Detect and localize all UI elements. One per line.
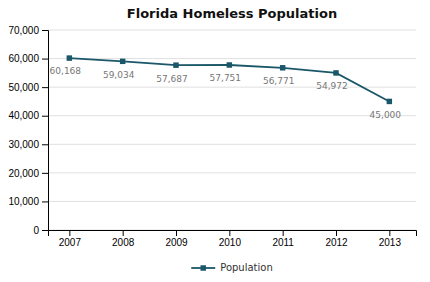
- x-axis-line: [49, 231, 417, 237]
- x-tick-label: 2009: [165, 237, 188, 248]
- marker: [120, 59, 125, 64]
- y-tick-mark: [42, 230, 48, 231]
- x-tick-mark: [123, 230, 124, 236]
- x-tick: 2012: [325, 230, 348, 248]
- data-label: 57,751: [210, 73, 242, 83]
- y-tick-label: 60,000: [8, 53, 39, 64]
- x-tick-mark: [176, 230, 177, 236]
- x-tick-label: 2010: [219, 237, 242, 248]
- data-labels: 60,168 59,034 57,687 57,751 56,771 54,972 45,0…: [50, 66, 402, 119]
- y-tick-label: 0: [33, 225, 39, 236]
- y-tick-label: 10,000: [8, 196, 39, 207]
- y-tick-label: 70,000: [8, 25, 39, 36]
- grid-line: [48, 144, 416, 145]
- grid-line: [48, 30, 416, 31]
- y-axis-line: [42, 31, 49, 231]
- y-tick-mark: [42, 201, 48, 202]
- marker: [280, 65, 285, 70]
- y-axis: 0 10,000 20,000 30,000 40,000 50,000 60,000 70,…: [8, 25, 48, 236]
- x-tick-label: 2013: [379, 237, 402, 248]
- x-tick-mark: [283, 230, 284, 236]
- y-tick: 10,000: [8, 196, 48, 207]
- x-tick: 2011: [272, 230, 294, 248]
- grid: [48, 30, 416, 230]
- title: Florida Homeless Population: [127, 6, 337, 21]
- y-tick: 0: [33, 225, 48, 236]
- y-tick-label: 40,000: [8, 110, 39, 121]
- y-tick-mark: [42, 87, 48, 88]
- x-tick-label: 2008: [112, 237, 135, 248]
- y-tick-mark: [42, 59, 48, 60]
- line: [69, 58, 389, 101]
- grid-line: [48, 201, 416, 202]
- y-tick-label: 30,000: [8, 139, 39, 150]
- grid-line: [48, 115, 416, 116]
- plot-area: [67, 55, 392, 104]
- chart: 0 10,000 20,000 30,000 40,000 50,000 60,000 70,…: [0, 0, 430, 282]
- y-tick-mark: [42, 116, 48, 117]
- marker: [387, 99, 392, 104]
- x-axis: 2007 2008 2009 2010 2011 2012 2013: [49, 230, 417, 248]
- x-tick: 2013: [379, 230, 402, 248]
- data-label: 60,168: [50, 66, 82, 76]
- legend-marker: [200, 265, 205, 270]
- legend-item: Population: [191, 262, 273, 273]
- x-tick-mark: [229, 230, 230, 236]
- x-tick: 2008: [112, 230, 135, 248]
- legend-label: Population: [220, 262, 273, 273]
- grid-line: [48, 58, 416, 59]
- x-tick-mark: [336, 230, 337, 236]
- grid-line: [48, 172, 416, 173]
- x-tick: 2010: [219, 230, 242, 248]
- data-label: 54,972: [316, 81, 348, 91]
- data-label: 45,000: [370, 110, 402, 120]
- y-tick-label: 50,000: [8, 82, 39, 93]
- y-tick: 40,000: [8, 110, 48, 121]
- marker: [227, 62, 232, 67]
- data-label: 59,034: [103, 70, 135, 80]
- x-tick: 2009: [165, 230, 188, 248]
- y-tick: 50,000: [8, 82, 48, 93]
- data-label: 56,771: [263, 76, 295, 86]
- x-tick-mark: [69, 230, 70, 236]
- x-tick-label: 2012: [325, 237, 348, 248]
- y-tick-mark: [42, 173, 48, 174]
- legend: Population: [191, 262, 273, 273]
- marker: [333, 70, 338, 75]
- y-tick: 20,000: [8, 168, 48, 179]
- x-tick-mark: [389, 230, 390, 236]
- x-tick: 2007: [59, 230, 82, 248]
- y-tick: 30,000: [8, 139, 48, 150]
- y-tick-mark: [42, 30, 48, 31]
- y-tick-label: 20,000: [8, 168, 39, 179]
- data-label: 57,687: [156, 74, 188, 84]
- y-tick: 60,000: [8, 53, 48, 64]
- x-tick-label: 2011: [272, 237, 294, 248]
- marker: [173, 62, 178, 67]
- y-tick-mark: [42, 144, 48, 145]
- y-tick: 70,000: [8, 25, 48, 36]
- x-tick-label: 2007: [59, 237, 82, 248]
- marker: [67, 55, 72, 60]
